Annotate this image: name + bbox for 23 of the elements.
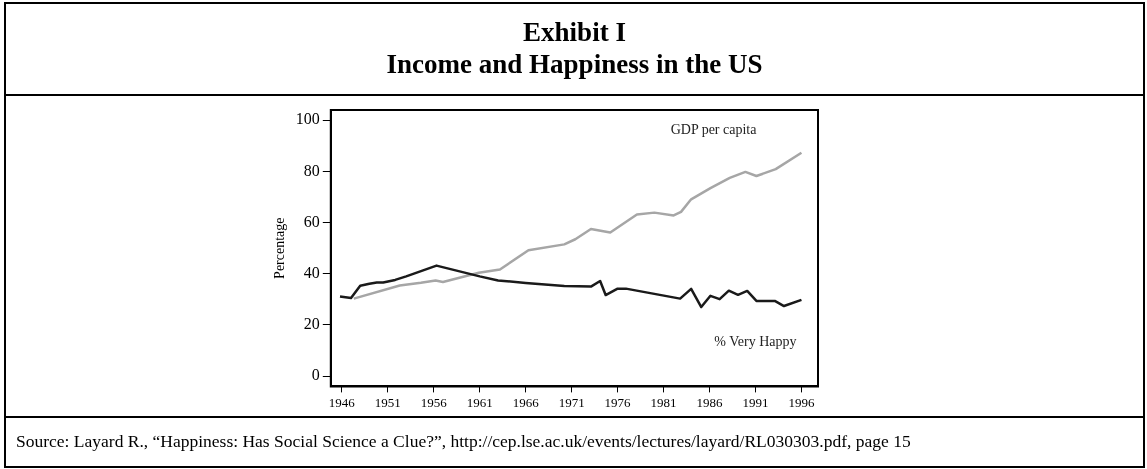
y-tick-label: 60 xyxy=(303,212,320,230)
x-tick-label: 1996 xyxy=(788,394,815,410)
text: GDP per capita xyxy=(670,122,758,138)
chart-title: Exhibit I xyxy=(522,16,627,48)
x-tick-label: 1986 xyxy=(696,394,724,410)
x-tick-label: 1971 xyxy=(558,394,585,410)
y-tick-label: 0 xyxy=(311,366,320,384)
y-axis-title: Percentage xyxy=(272,217,288,279)
y-tick-label: 40 xyxy=(303,264,320,281)
x-tick-label: 1951 xyxy=(374,394,401,410)
x-tick-label: 1981 xyxy=(650,394,677,410)
text: % Very Happy xyxy=(714,333,797,349)
x-tick-label: 1961 xyxy=(466,394,493,410)
x-tick-label: 1966 xyxy=(512,394,540,410)
y-tick-label: 20 xyxy=(303,315,320,333)
chart-subtitle: Income and Happiness in the US xyxy=(385,48,764,80)
x-tick-label: 1991 xyxy=(742,394,769,410)
source-note: Source: Layard R., “Happiness: Has Social Science a Clue?”, http://cep.lse.ac.uk/events/lectures/layard/RL030303.pdf, page 15 xyxy=(6,416,1143,464)
x-tick-label: 1976 xyxy=(604,394,632,410)
x-tick-label: 1946 xyxy=(328,394,356,410)
y-tick-label: 80 xyxy=(303,161,320,179)
y-tick-label: 100 xyxy=(295,110,320,128)
x-tick-label: 1956 xyxy=(420,394,448,410)
